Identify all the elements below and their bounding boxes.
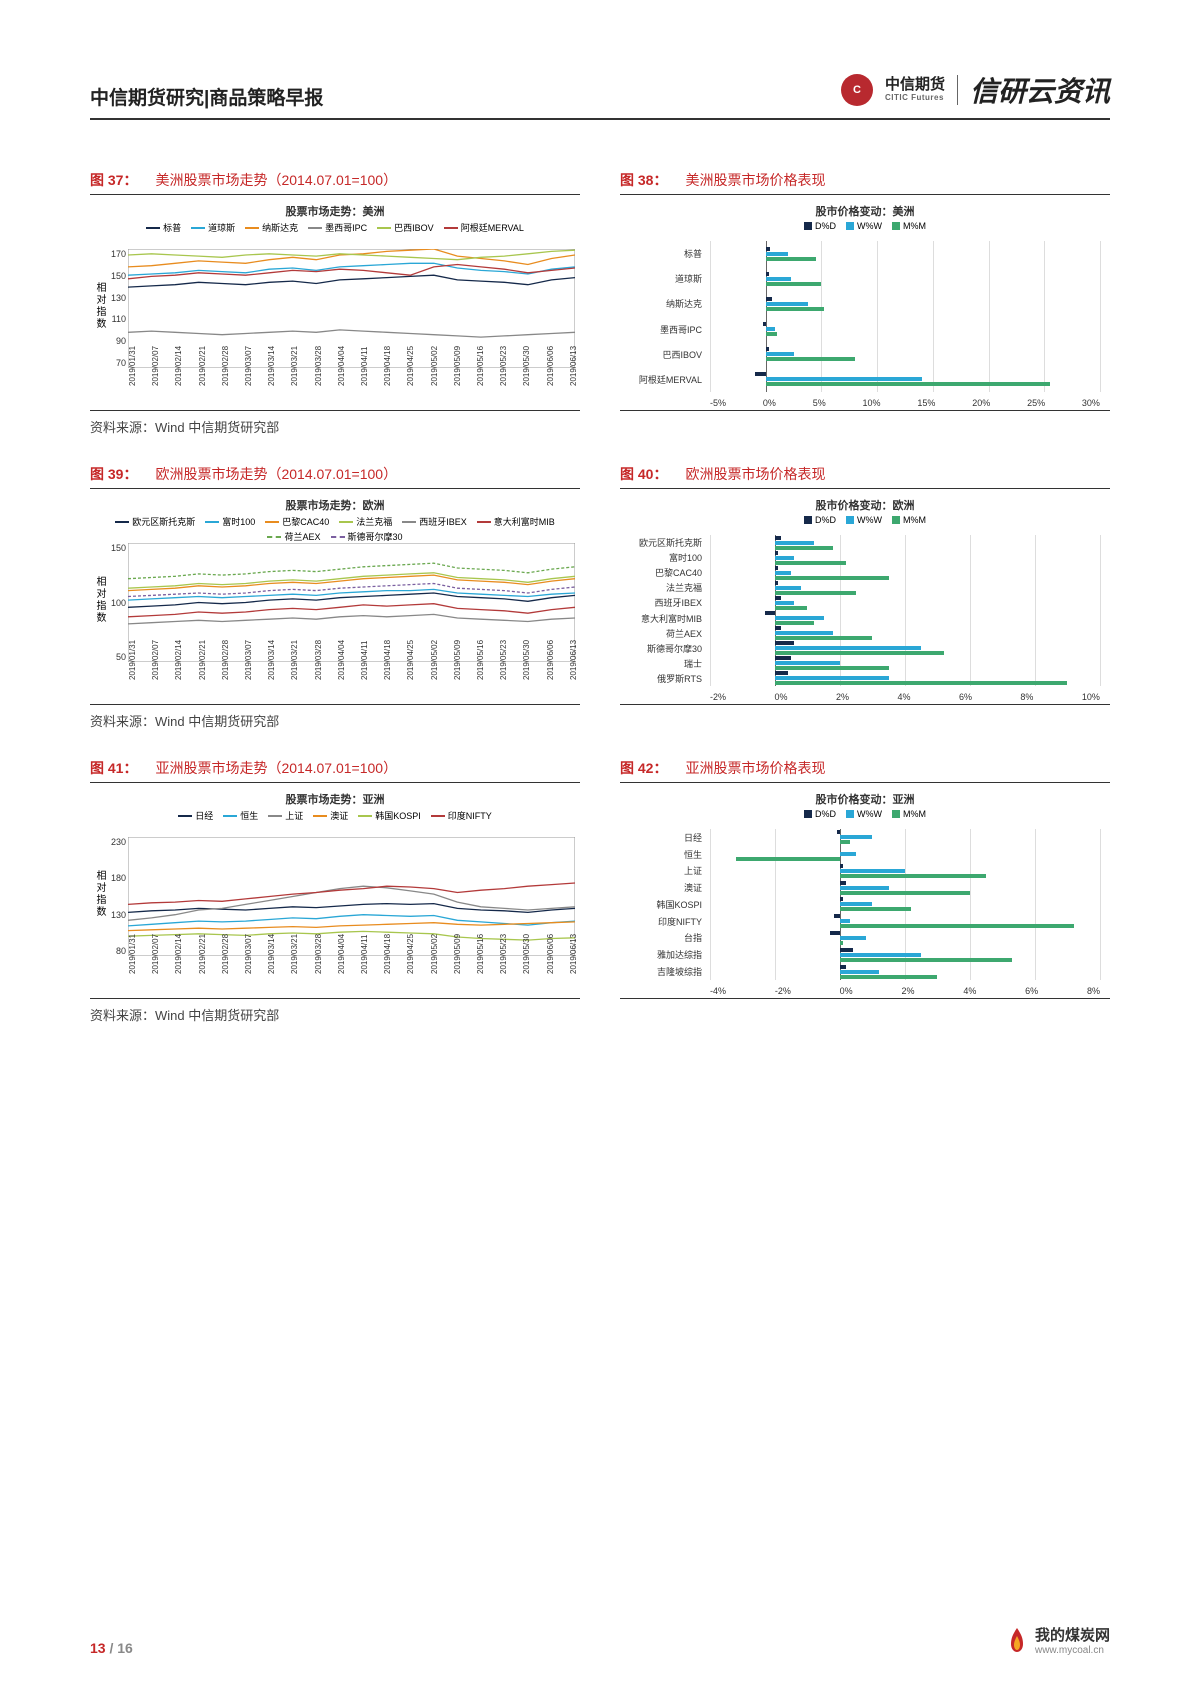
chart-40-title: 欧洲股票市场价格表现 <box>685 464 825 484</box>
chart-40-area: 股市价格变动：欧洲D%DW%WM%M欧元区斯托克斯富时100巴黎CAC40法兰克… <box>620 495 1110 705</box>
chart-38: 图 38： 美洲股票市场价格表现 股市价格变动：美洲D%DW%WM%M标普道琼斯… <box>620 170 1110 436</box>
page-current: 13 <box>90 1640 106 1656</box>
chart-42-area: 股市价格变动：亚洲D%DW%WM%M日经恒生上证澳证韩国KOSPI印度NIFTY… <box>620 789 1110 999</box>
footer-site-name: 我的煤炭网 <box>1035 1627 1110 1644</box>
chart-41-source: 资料来源：Wind 中信期货研究部 <box>90 999 580 1024</box>
chart-37-title: 美洲股票市场走势（2014.07.01=100） <box>155 170 397 190</box>
chart-40-num: 图 40： <box>620 464 667 484</box>
flame-icon <box>1005 1626 1029 1654</box>
header-title: 中信期货研究|商品策略早报 <box>90 83 323 110</box>
page-number: 13 / 16 <box>90 1640 133 1656</box>
chart-37: 图 37： 美洲股票市场走势（2014.07.01=100） 股票市场走势：美洲… <box>90 170 580 436</box>
chart-39-title: 欧洲股票市场走势（2014.07.01=100） <box>155 464 397 484</box>
chart-42-title: 亚洲股票市场价格表现 <box>685 758 825 778</box>
logo-divider <box>957 75 958 105</box>
chart-39: 图 39： 欧洲股票市场走势（2014.07.01=100） 股票市场走势：欧洲… <box>90 464 580 730</box>
chart-41-area: 股票市场走势：亚洲日经恒生上证澳证韩国KOSPI印度NIFTY相对指数23018… <box>90 789 580 999</box>
page-footer: 13 / 16 我的煤炭网 www.mycoal.cn <box>90 1624 1110 1656</box>
footer-site-url: www.mycoal.cn <box>1035 1645 1110 1656</box>
chart-40: 图 40： 欧洲股票市场价格表现 股市价格变动：欧洲D%DW%WM%M欧元区斯托… <box>620 464 1110 730</box>
chart-42: 图 42： 亚洲股票市场价格表现 股市价格变动：亚洲D%DW%WM%M日经恒生上… <box>620 758 1110 1024</box>
citic-logo-text: 中信期货 CITIC Futures <box>885 77 945 102</box>
header-logos: C 中信期货 CITIC Futures 信研云资讯 <box>841 70 1110 110</box>
brand-text: 信研云资讯 <box>970 70 1110 110</box>
chart-41-num: 图 41： <box>90 758 137 778</box>
chart-39-area: 股票市场走势：欧洲欧元区斯托克斯富时100巴黎CAC40法兰克福西班牙IBEX意… <box>90 495 580 705</box>
footer-site: 我的煤炭网 www.mycoal.cn <box>1035 1624 1110 1656</box>
chart-37-area: 股票市场走势：美洲标普道琼斯纳斯达克墨西哥IPC巴西IBOV阿根廷MERVAL相… <box>90 201 580 411</box>
page-total: 16 <box>117 1640 133 1656</box>
chart-37-num: 图 37： <box>90 170 137 190</box>
chart-41: 图 41： 亚洲股票市场走势（2014.07.01=100） 股票市场走势：亚洲… <box>90 758 580 1024</box>
logo-main: 中信期货 <box>885 77 945 94</box>
footer-logo: 我的煤炭网 www.mycoal.cn <box>1005 1624 1110 1656</box>
chart-37-source: 资料来源：Wind 中信期货研究部 <box>90 411 580 436</box>
chart-38-area: 股市价格变动：美洲D%DW%WM%M标普道琼斯纳斯达克墨西哥IPC巴西IBOV阿… <box>620 201 1110 411</box>
charts-grid: 图 37： 美洲股票市场走势（2014.07.01=100） 股票市场走势：美洲… <box>90 170 1110 1024</box>
chart-39-source: 资料来源：Wind 中信期货研究部 <box>90 705 580 730</box>
citic-logo-icon: C <box>841 74 873 106</box>
chart-39-num: 图 39： <box>90 464 137 484</box>
chart-38-title: 美洲股票市场价格表现 <box>685 170 825 190</box>
chart-42-num: 图 42： <box>620 758 667 778</box>
chart-41-title: 亚洲股票市场走势（2014.07.01=100） <box>155 758 397 778</box>
page-header: 中信期货研究|商品策略早报 C 中信期货 CITIC Futures 信研云资讯 <box>90 70 1110 120</box>
chart-38-num: 图 38： <box>620 170 667 190</box>
logo-sub: CITIC Futures <box>885 94 945 103</box>
